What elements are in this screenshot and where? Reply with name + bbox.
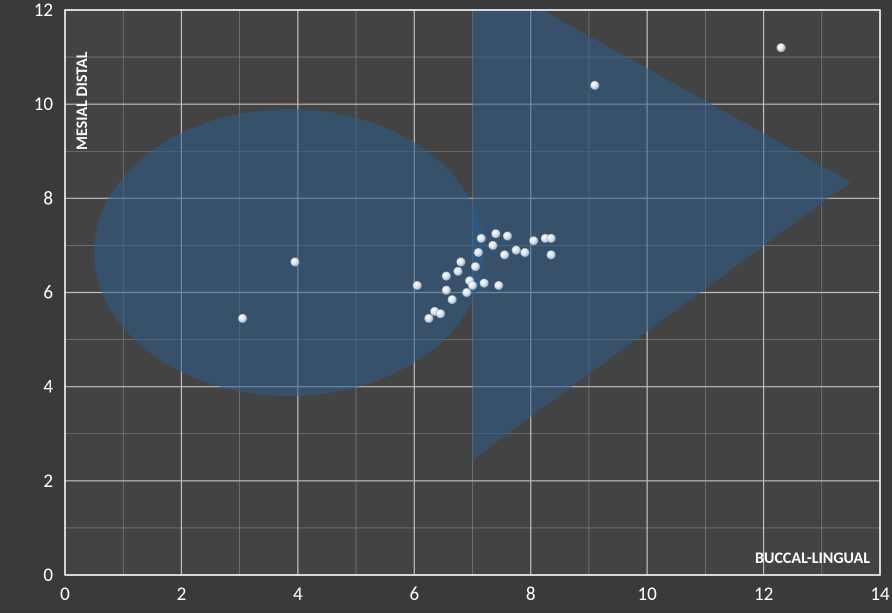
data-point <box>454 267 462 275</box>
chart-svg: 0 2 4 6 8 10 12 14 0 2 4 6 8 10 12 BUCCAL-LINGUAL MESIAL… <box>0 0 892 613</box>
x-axis-label: BUCCAL-LINGUAL <box>755 549 870 568</box>
data-point <box>480 279 488 287</box>
data-point <box>547 234 555 242</box>
y-axis-label: MESIAL DISTAL <box>73 51 92 150</box>
data-point <box>500 251 508 259</box>
y-tick-label: 10 <box>34 93 54 116</box>
data-point <box>413 281 421 289</box>
data-point <box>448 295 456 303</box>
data-point <box>512 246 520 254</box>
scatter-chart: 0 2 4 6 8 10 12 14 0 2 4 6 8 10 12 BUCCAL-LINGUAL MESIAL… <box>0 0 892 613</box>
data-point <box>503 232 511 240</box>
data-point <box>468 281 476 289</box>
data-point <box>462 288 470 296</box>
data-point <box>457 258 465 266</box>
y-tick-label: 0 <box>43 564 53 587</box>
data-point <box>442 272 450 280</box>
data-point <box>547 251 555 259</box>
x-tick-label: 8 <box>526 583 536 606</box>
data-point <box>494 281 502 289</box>
data-point <box>238 314 246 322</box>
data-point <box>425 314 433 322</box>
x-tick-label: 14 <box>870 583 890 606</box>
x-tick-label: 10 <box>638 583 658 606</box>
data-point <box>521 248 529 256</box>
data-point <box>777 43 785 51</box>
y-tick-label: 8 <box>43 187 53 210</box>
data-point <box>529 237 537 245</box>
data-point <box>471 262 479 270</box>
y-tick-label: 4 <box>43 376 53 399</box>
x-tick-label: 0 <box>60 583 70 606</box>
x-tick-label: 4 <box>293 583 303 606</box>
ellipse-region <box>94 109 484 396</box>
data-point <box>291 258 299 266</box>
x-tick-label: 12 <box>754 583 773 606</box>
x-tick-label: 2 <box>177 583 187 606</box>
data-point <box>442 286 450 294</box>
data-point <box>436 309 444 317</box>
data-point <box>591 81 599 89</box>
data-point <box>477 234 485 242</box>
y-tick-label: 12 <box>34 0 53 22</box>
y-tick-label: 2 <box>43 470 53 493</box>
y-tick-label: 6 <box>43 282 53 305</box>
x-tick-label: 6 <box>409 583 419 606</box>
data-point <box>474 248 482 256</box>
data-point <box>492 229 500 237</box>
data-point <box>489 241 497 249</box>
